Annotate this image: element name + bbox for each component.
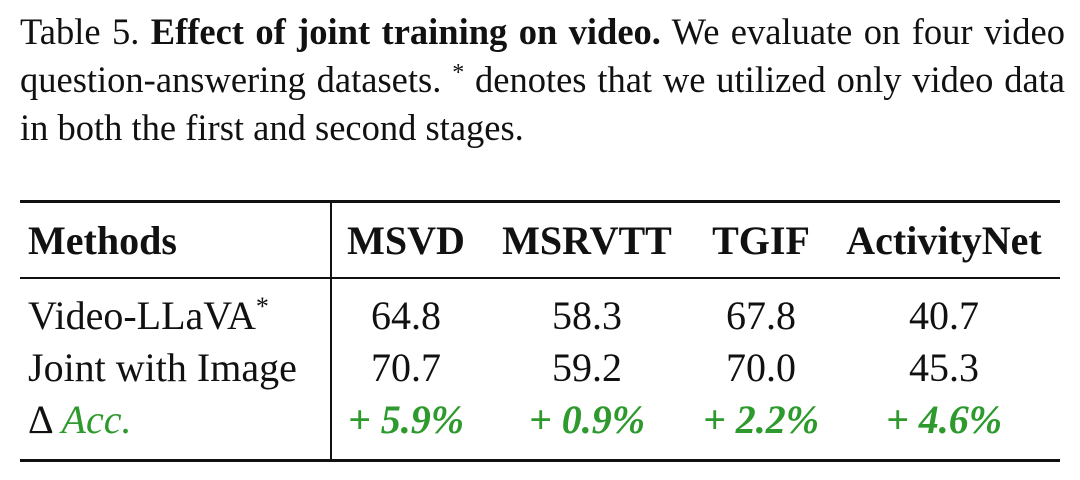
caption-title: Effect of joint training on video. [150,11,661,52]
delta-label: Acc. [61,396,132,442]
header-methods: Methods [20,200,332,278]
cell-msrvtt: 59.2 [552,344,622,390]
cell-tgif: 67.8 [694,277,828,341]
header-msrvtt: MSRVTT [480,200,694,278]
caption-asterisk: * [452,60,465,86]
gain-activitynet: + 4.6% [828,393,1060,462]
gain-msvd: + 5.9% [331,393,480,462]
table-row: Video-LLaVA* 64.8 58.3 67.8 40.7 [20,277,1060,341]
header-activitynet: ActivityNet [828,200,1060,278]
method-name: Video-LLaVA [28,292,256,338]
results-table: Methods MSVD MSRVTT TGIF ActivityNet Vid… [20,200,1060,462]
table-caption: Table 5. Effect of joint training on vid… [20,8,1065,152]
cell-msrvtt: 58.3 [480,277,694,341]
method-asterisk: * [255,291,269,321]
delta-symbol: Δ [28,396,52,442]
caption-text: We evaluate on four video question-answe… [20,11,1065,100]
caption-label: Table 5. [20,11,140,52]
header-row: Methods MSVD MSRVTT TGIF ActivityNet [20,200,1060,278]
row-method-joint-with-image: Joint with Image [20,341,332,393]
results-table-container: Methods MSVD MSRVTT TGIF ActivityNet Vid… [20,200,1060,462]
cell-msvd: 70.7 [371,344,441,390]
table-row: Joint with Image 70.7 59.2 70.0 45.3 [20,341,1060,393]
row-method-delta-acc: Δ Acc. [20,393,332,462]
cell-tgif: 70.0 [726,344,796,390]
cell-activitynet: 45.3 [909,344,979,390]
caption-text-continued: denotes that we utilized only video data… [20,59,1066,148]
delta-row: Δ Acc. + 5.9% + 0.9% + 2.2% + 4.6% [20,393,1060,462]
row-method-video-llava: Video-LLaVA* [20,277,332,341]
cell-msvd: 64.8 [331,277,480,341]
gain-tgif: + 2.2% [694,393,828,462]
gain-msrvtt: + 0.9% [480,393,694,462]
header-tgif: TGIF [694,200,828,278]
cell-activitynet: 40.7 [828,277,1060,341]
header-msvd: MSVD [331,200,480,278]
